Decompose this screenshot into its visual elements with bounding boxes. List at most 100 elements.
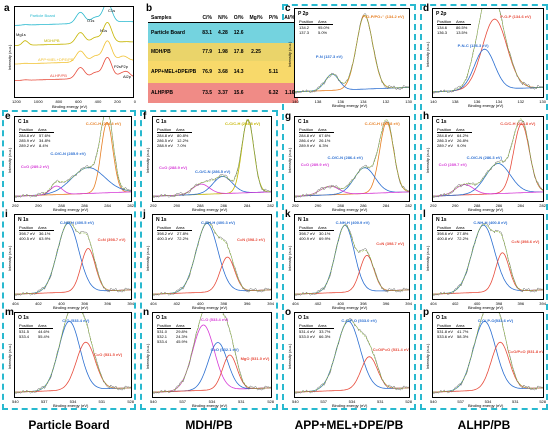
table-cell: 286.4 eV: [299, 138, 316, 143]
panel-a-survey-line: [15, 40, 133, 65]
table-row: 400.9 eV 69.9%: [299, 236, 334, 241]
x-tick-label: 398: [81, 301, 88, 306]
panel-d-fit-envelope: [433, 9, 543, 93]
x-tick-label: 402: [314, 301, 322, 306]
panel-c-plot: P 2p Position Area 134.2 95.0% 137.3 5.0% P-O-P…: [294, 8, 410, 98]
table-cell: 12.6: [233, 29, 244, 36]
panel-b-header: P/%: [268, 15, 279, 21]
table-cell: 531.5: [19, 329, 30, 334]
table-cell: 13.5%: [456, 30, 468, 35]
x-tick-label: 130: [405, 99, 412, 104]
panel-m-spectrum: [15, 313, 131, 395]
table-row: 284.8 eV 80.8%: [157, 133, 192, 138]
panel-f-title: C 1s: [156, 119, 167, 125]
table-cell: 72.2%: [457, 236, 469, 241]
table-cell: Position: [157, 323, 172, 328]
panel-e-fit-envelope: [15, 117, 131, 197]
table-row: 134.2 95.0%: [299, 25, 333, 30]
panel-c-peak-label: P-N (137.3 eV): [315, 54, 343, 59]
panel-m-peak-label: C-O (533.4 eV): [62, 318, 90, 324]
x-tick-label: 394: [267, 301, 274, 306]
panel-c-letter: c: [285, 3, 291, 14]
table-row: Position Area: [299, 19, 333, 25]
table-row: 137.3 5.0%: [299, 30, 333, 35]
panel-g-letter: g: [285, 111, 292, 122]
table-cell: 73.5: [202, 89, 213, 96]
table-row: 400.3 eV 72.2%: [157, 236, 192, 241]
table-cell: 398.7 eV: [19, 231, 36, 236]
table-row: Position Area: [437, 127, 473, 133]
table-cell: 398.6 eV: [437, 231, 454, 236]
x-tick-label: 290: [173, 203, 181, 208]
column-label-particle-board: Particle Board: [28, 418, 110, 432]
table-row: 400.8 eV 72.2%: [437, 236, 472, 241]
table-cell: 1.98: [218, 48, 228, 55]
panel-n-position-table: Position Area 531.0 29.8% 532.1 24.3% 533.4 45.…: [157, 323, 191, 344]
panel-d-position-table: Position Area 134.6 86.5% 136.3 13.5%: [437, 19, 471, 35]
panel-d-spectrum: [433, 9, 543, 95]
table-row: Position Area: [157, 127, 193, 133]
panel-i-xlabel: Binding energy (eV): [53, 305, 89, 310]
panel-p-raw-curve: [433, 313, 543, 395]
panel-k-peak-curve: [295, 255, 409, 295]
table-row: 284.8 eV 67.6%: [299, 133, 334, 138]
panel-j-ylabel: Intensity (a.u.): [145, 245, 150, 271]
table-cell: Position: [19, 127, 34, 132]
table-cell: 533.4: [19, 334, 30, 339]
table-cell: Area: [38, 127, 47, 132]
panel-j-spectrum: [153, 221, 271, 297]
panel-c-xticks: 140 138 136 134 132 130: [292, 99, 412, 104]
panel-n-title: O 1s: [156, 315, 167, 321]
x-tick-label: 282: [405, 203, 412, 208]
panel-g-position-table: Position Area 284.8 eV 67.6% 286.4 eV 26.1% 28…: [299, 127, 335, 148]
panel-c-fit-envelope: [295, 14, 409, 93]
table-cell: Area: [176, 225, 185, 230]
x-tick-label: 540: [150, 399, 157, 404]
panel-j-letter: j: [143, 209, 146, 220]
table-cell: Area: [176, 323, 185, 328]
panel-b-header: Mg/%: [249, 15, 263, 21]
x-tick-label: 402: [35, 301, 42, 306]
panel-k-letter: k: [285, 209, 291, 220]
table-cell: 288.9 eV: [157, 143, 174, 148]
table-cell: 34.8%: [39, 138, 51, 143]
panel-d-xticks: 140 138 136 134 132 130: [430, 99, 546, 104]
x-tick-label: 537: [179, 399, 187, 404]
panel-o-peak-label: C-O/P-O (533.0 eV): [341, 318, 377, 324]
panel-a-peak-n1s: N1s: [100, 28, 108, 33]
x-tick-label: 528: [267, 399, 274, 404]
table-cell: Position: [299, 19, 314, 24]
panel-a-ylabel: Intensity (a.u.): [7, 44, 12, 70]
x-tick-label: 140: [292, 99, 299, 104]
table-cell: 532.1: [157, 334, 168, 339]
x-tick-label: 290: [35, 203, 42, 208]
table-cell: 57.6%: [39, 133, 51, 138]
panel-g-peak-label: C-C/C-H (284.8 eV): [364, 121, 400, 127]
panel-m-xticks: 540 537 534 531 528: [12, 399, 134, 404]
panel-k-position-table: Position Area 398.7 eV 30.1% 400.9 eV 69.9%: [299, 225, 335, 241]
table-cell: Area: [176, 127, 185, 132]
table-row: Position Area: [19, 323, 53, 329]
table-row: 398.7 eV 36.1%: [19, 231, 54, 236]
table-row: 533.6 eV 58.3%: [437, 334, 472, 339]
table-cell: [266, 43, 282, 61]
table-cell: 45.9%: [176, 339, 188, 344]
table-cell: 83.1: [202, 29, 213, 36]
table-cell: 12.2%: [177, 138, 189, 143]
panel-h-fit-envelope: [433, 118, 543, 197]
x-tick-label: 140: [430, 99, 437, 104]
x-tick-label: 282: [267, 203, 274, 208]
table-cell: 24.3%: [176, 334, 188, 339]
table-cell: 27.8%: [177, 231, 189, 236]
table-cell: Area: [456, 19, 465, 24]
table-cell-sample: APP+MEL+DPE/PB: [151, 68, 197, 75]
table-cell: Position: [437, 19, 452, 24]
panel-n-peak-label: C=O (532.1 eV): [210, 347, 239, 353]
table-cell: 400.5 eV: [19, 236, 36, 241]
panel-l-peak-label: C-NH-H (400.8 eV): [473, 220, 508, 226]
x-tick-label: 136: [473, 99, 481, 104]
panel-h-peak-label: C=O (289.7 eV): [438, 161, 467, 167]
table-row: ALHP/PB 73.5 3.37 15.6 6.32 1.16: [148, 82, 299, 103]
table-cell: Position: [437, 225, 452, 230]
panel-o-title: O 1s: [298, 315, 309, 321]
